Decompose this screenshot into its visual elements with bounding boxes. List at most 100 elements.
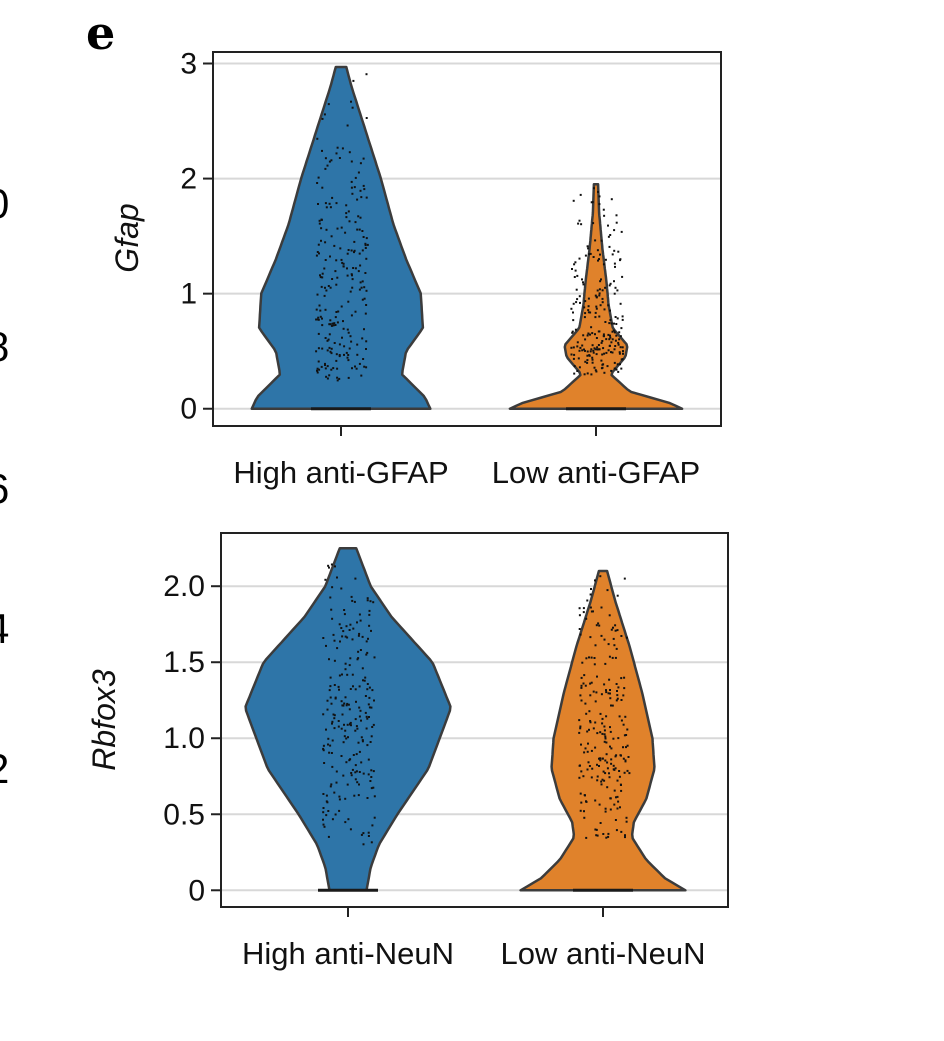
data-point xyxy=(352,754,355,756)
data-point xyxy=(587,297,590,300)
data-point xyxy=(605,741,608,744)
data-point xyxy=(621,318,624,321)
data-point xyxy=(341,261,344,264)
data-point xyxy=(366,744,369,747)
data-point xyxy=(340,700,343,703)
data-point xyxy=(586,372,589,375)
data-point xyxy=(610,704,612,707)
data-point xyxy=(625,746,627,749)
data-point xyxy=(319,309,322,312)
data-point xyxy=(321,317,323,320)
data-point xyxy=(588,354,591,357)
data-point xyxy=(336,276,339,279)
data-point xyxy=(370,787,373,790)
data-point xyxy=(578,366,581,369)
data-point xyxy=(603,638,606,641)
data-point xyxy=(365,304,368,306)
data-point xyxy=(361,667,364,670)
data-point xyxy=(342,265,345,268)
data-point xyxy=(598,624,601,627)
data-point xyxy=(604,258,607,261)
data-point xyxy=(595,691,598,694)
data-point xyxy=(605,715,608,718)
data-point xyxy=(365,348,367,350)
data-point xyxy=(584,684,587,687)
data-point xyxy=(324,167,327,170)
data-point xyxy=(608,322,611,325)
data-point xyxy=(365,73,368,76)
data-point xyxy=(324,241,327,244)
data-point xyxy=(596,289,599,292)
data-point xyxy=(350,273,353,276)
data-point xyxy=(360,196,363,199)
data-point xyxy=(618,352,621,355)
data-point xyxy=(354,771,357,774)
data-point xyxy=(325,289,328,292)
data-point xyxy=(603,729,606,732)
data-point xyxy=(604,737,607,740)
data-point xyxy=(354,764,357,767)
data-point xyxy=(322,818,324,821)
data-point xyxy=(353,186,356,189)
data-point xyxy=(366,797,369,799)
data-point xyxy=(627,756,630,758)
data-point xyxy=(329,596,332,599)
data-point xyxy=(602,833,605,835)
data-point xyxy=(316,182,319,184)
data-point xyxy=(592,349,595,352)
data-point xyxy=(616,594,619,597)
data-point xyxy=(591,767,594,770)
data-point xyxy=(609,309,611,312)
data-point xyxy=(317,360,320,363)
data-point xyxy=(579,193,582,196)
data-point xyxy=(359,281,362,284)
data-point xyxy=(358,750,361,753)
data-point xyxy=(331,586,334,589)
data-point xyxy=(326,377,329,380)
data-point xyxy=(613,322,615,325)
data-point xyxy=(365,237,368,240)
data-point xyxy=(582,611,585,614)
data-point xyxy=(348,708,351,711)
data-point xyxy=(367,773,370,776)
data-point xyxy=(585,800,588,803)
data-point xyxy=(369,741,372,743)
data-point xyxy=(589,333,591,336)
data-point xyxy=(584,312,587,315)
data-point xyxy=(324,367,327,370)
data-point xyxy=(587,761,590,764)
data-point xyxy=(346,267,348,270)
data-point xyxy=(348,759,351,762)
data-point xyxy=(317,318,320,321)
data-point xyxy=(351,286,354,289)
data-point xyxy=(617,341,620,344)
data-point xyxy=(615,368,618,371)
data-point xyxy=(322,749,325,752)
data-point xyxy=(347,249,350,251)
data-point xyxy=(578,607,581,610)
data-point xyxy=(616,629,619,632)
data-point xyxy=(624,760,627,763)
data-point xyxy=(335,359,338,362)
data-point xyxy=(592,187,595,190)
data-point xyxy=(607,235,610,238)
data-point xyxy=(333,322,336,325)
data-point xyxy=(345,204,348,207)
data-point xyxy=(349,290,352,293)
data-point xyxy=(600,693,603,696)
data-point xyxy=(594,579,596,582)
data-point xyxy=(586,245,589,248)
points-high-anti-neun xyxy=(322,563,376,846)
data-point xyxy=(316,293,319,296)
data-point xyxy=(616,363,619,366)
data-point xyxy=(317,347,320,350)
data-point xyxy=(603,733,606,736)
data-point xyxy=(609,697,612,700)
data-point xyxy=(585,712,588,715)
data-point xyxy=(327,564,330,567)
data-point xyxy=(599,575,602,578)
data-point xyxy=(358,715,361,718)
data-point xyxy=(328,658,330,661)
data-point xyxy=(605,351,608,354)
data-point xyxy=(352,685,354,688)
